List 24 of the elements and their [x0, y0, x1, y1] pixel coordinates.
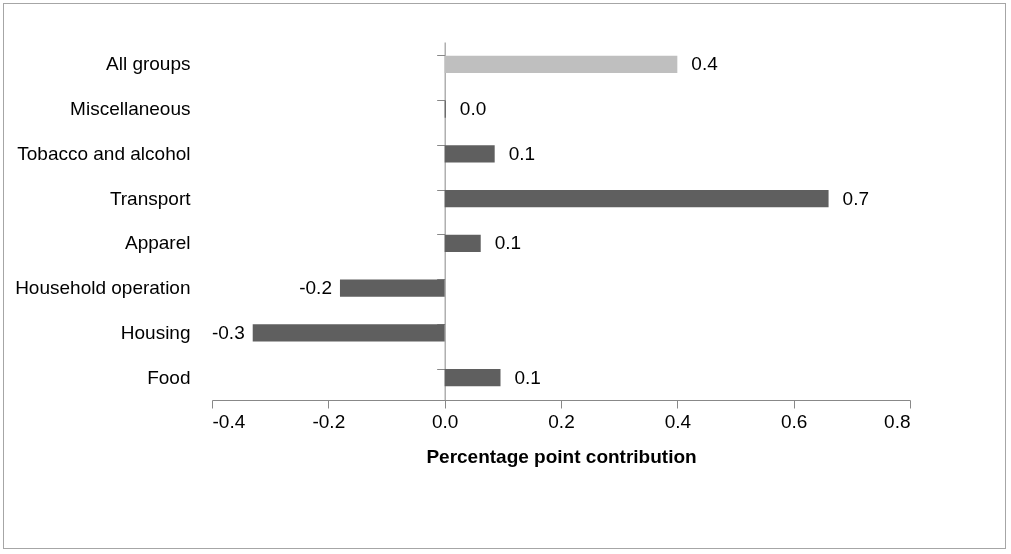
x-tick-label: 0.6 — [780, 410, 808, 432]
x-tick-label: 0.8 — [884, 410, 911, 432]
data-label: 0.1 — [514, 366, 541, 388]
y-tick-label: Miscellaneous — [70, 98, 191, 120]
y-tick-label: Tobacco and alcohol — [17, 142, 191, 164]
y-tick-label: Housing — [120, 321, 191, 343]
x-tick-label: 0.4 — [664, 410, 692, 432]
x-tick-label: -0.4 — [212, 410, 246, 432]
data-label: 0.7 — [842, 187, 869, 209]
y-tick-label: Food — [147, 366, 191, 388]
data-label: -0.3 — [211, 321, 245, 343]
y-tick-label: Household operation — [15, 277, 191, 299]
data-label: 0.1 — [494, 232, 522, 254]
data-label: 0.1 — [508, 142, 536, 164]
y-tick-label: Transport — [109, 187, 192, 209]
data-label: 0.4 — [691, 53, 719, 75]
data-label: 0.0 — [459, 98, 487, 120]
x-axis-title: Percentage point contribution — [426, 445, 697, 467]
data-label: -0.2 — [299, 277, 332, 299]
x-tick-label: 0.2 — [548, 410, 575, 432]
x-tick-label: -0.2 — [312, 410, 346, 432]
y-tick-label: All groups — [106, 53, 191, 75]
y-tick-label: Apparel — [125, 232, 191, 254]
x-tick-label: 0.0 — [431, 410, 459, 432]
